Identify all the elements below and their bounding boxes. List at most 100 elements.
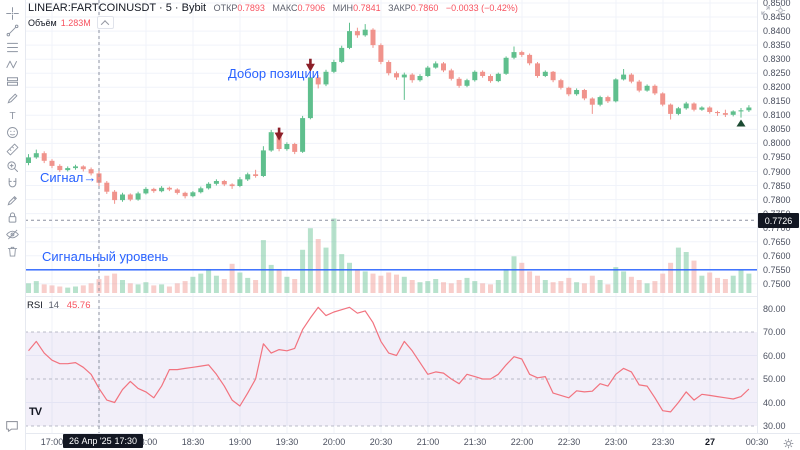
symbol-legend[interactable]: LINEAR:FARTCOINUSDT · 5 · Bybit ОТКР0.78… bbox=[28, 2, 518, 29]
time-axis-label: 22:00 bbox=[510, 437, 534, 447]
crosshair-time: 17:30 bbox=[114, 436, 137, 446]
rsi-name: RSI bbox=[27, 300, 43, 311]
rsi-axis-label: 70.00 bbox=[763, 327, 786, 337]
text-tool-icon[interactable]: T bbox=[3, 107, 21, 123]
low-value: 0.7841 bbox=[353, 3, 381, 13]
pane-buttons bbox=[760, 3, 786, 21]
price-axis-label: 0.8150 bbox=[763, 96, 791, 107]
high-value: 0.7906 bbox=[297, 3, 326, 13]
rsi-indicator-legend[interactable]: RSI 14 45.76 bbox=[27, 300, 90, 311]
time-axis[interactable]: 17:00 17:3018:00 18:30 19:00 19:30 20:00 20:30… bbox=[0, 433, 800, 450]
high-label: МАКС bbox=[272, 3, 298, 13]
close-value: 0.7860 bbox=[410, 3, 439, 13]
time-axis-label: 19:30 bbox=[275, 437, 299, 447]
lock-all-icon[interactable] bbox=[3, 209, 21, 225]
time-axis-label: 17:00 bbox=[40, 437, 64, 447]
tradingview-logo[interactable]: TV bbox=[29, 406, 42, 418]
time-axis-label: 23:30 bbox=[651, 437, 675, 447]
crosshair-price-label: 0.7726 bbox=[758, 213, 799, 228]
time-axis-label: 00:30 bbox=[745, 437, 769, 447]
crosshair-time-label: 26 Апр '25 17:30 bbox=[63, 434, 143, 448]
drawing-toolbar: T bbox=[0, 0, 26, 450]
signal-level-annotation[interactable]: Сигнальный уровень bbox=[42, 249, 168, 264]
add-position-annotation[interactable]: Добор позиции bbox=[228, 66, 319, 81]
time-axis-settings-gear-icon[interactable] bbox=[783, 436, 794, 450]
remove-all-icon[interactable] bbox=[3, 243, 21, 259]
time-axis-label: 22:30 bbox=[557, 437, 581, 447]
triangle-up-marker bbox=[736, 119, 746, 127]
pane-separator[interactable] bbox=[25, 296, 800, 297]
time-axis-label: 27 bbox=[704, 437, 716, 447]
price-axis-label: 0.7500 bbox=[763, 278, 791, 289]
brush-tool-icon[interactable] bbox=[3, 90, 21, 106]
signal-annotation-text: Сигнал bbox=[40, 170, 84, 185]
price-axis-label: 0.8250 bbox=[763, 68, 791, 79]
signal-arrow-icon: → bbox=[83, 170, 97, 185]
arrow-down-marker bbox=[305, 58, 315, 72]
chevron-up-icon bbox=[100, 19, 110, 29]
time-axis-label: 20:00 bbox=[322, 437, 346, 447]
trend-line-tool-icon[interactable] bbox=[3, 22, 21, 38]
xabcd-pattern-tool-icon[interactable] bbox=[3, 56, 21, 72]
time-axis-label: 20:30 bbox=[369, 437, 393, 447]
signal-level-annotation-text: Сигнальный уровень bbox=[42, 249, 169, 264]
change-value: −0.0033 (−0.42%) bbox=[445, 3, 518, 13]
chat-icon[interactable] bbox=[4, 418, 20, 439]
price-axis-label: 0.7800 bbox=[763, 194, 791, 205]
price-axis-label: 0.7550 bbox=[763, 264, 791, 275]
time-axis-label: 23:00 bbox=[604, 437, 628, 447]
price-axis-label: 0.7950 bbox=[763, 152, 791, 163]
price-axis-label: 0.8050 bbox=[763, 124, 791, 135]
time-axis-label: 18:00 bbox=[134, 437, 158, 447]
legend-row-main: LINEAR:FARTCOINUSDT · 5 · Bybit ОТКР0.78… bbox=[28, 2, 518, 14]
pane-settings-icon[interactable] bbox=[775, 3, 786, 21]
maximize-pane-icon[interactable] bbox=[760, 3, 771, 21]
price-axis-label: 0.7900 bbox=[763, 166, 791, 177]
hide-all-icon[interactable] bbox=[3, 226, 21, 242]
low-label: МИН bbox=[332, 3, 354, 13]
draw-mode-icon[interactable] bbox=[3, 192, 21, 208]
rsi-axis-label: 60.00 bbox=[763, 350, 786, 361]
price-axis-label: 0.8450 bbox=[763, 12, 791, 22]
svg-text:T: T bbox=[9, 110, 15, 121]
legend-row-volume: Объём 1.283M bbox=[28, 16, 518, 29]
arrow-down-marker bbox=[274, 127, 284, 141]
legend-collapse-button[interactable] bbox=[96, 16, 114, 29]
price-axis-label: 0.8300 bbox=[763, 54, 791, 65]
open-value: 0.7893 bbox=[237, 3, 265, 13]
rsi-value: 45.76 bbox=[66, 300, 91, 311]
rsi-axis-label: 80.00 bbox=[763, 303, 786, 314]
zoom-in-tool-icon[interactable] bbox=[3, 158, 21, 174]
price-axis-label: 0.8100 bbox=[763, 110, 791, 121]
price-axis-label: 0.8350 bbox=[763, 40, 791, 51]
symbol-title[interactable]: LINEAR:FARTCOINUSDT · 5 · Bybit bbox=[28, 2, 207, 14]
volume-value: 1.283M bbox=[60, 17, 91, 28]
price-axis-label: 0.8200 bbox=[763, 82, 791, 93]
time-axis-label: 21:30 bbox=[463, 437, 487, 447]
price-axis-label: 0.8000 bbox=[763, 138, 791, 149]
time-axis-label: 21:00 bbox=[416, 437, 440, 447]
price-axis-label: 0.8500 bbox=[763, 0, 791, 8]
time-axis-label: 18:30 bbox=[181, 437, 205, 447]
rsi-axis-label: 40.00 bbox=[763, 397, 786, 408]
volume-label: Объём bbox=[28, 17, 57, 28]
signal-annotation[interactable]: Сигнал→ bbox=[40, 170, 96, 185]
price-axis-label: 0.7650 bbox=[763, 236, 791, 247]
add-position-annotation-text: Добор позиции bbox=[228, 66, 320, 81]
time-axis-label: 19:00 bbox=[228, 437, 252, 447]
rsi-period: 14 bbox=[48, 300, 60, 311]
crosshair-date: 26 Апр '25 bbox=[69, 436, 112, 446]
magnet-tool-icon[interactable] bbox=[3, 175, 21, 191]
crosshair-tool-icon[interactable] bbox=[3, 5, 21, 21]
close-label: ЗАКР bbox=[388, 3, 411, 13]
measure-tool-icon[interactable] bbox=[3, 141, 21, 157]
long-position-tool-icon[interactable] bbox=[3, 73, 21, 89]
rsi-axis-label: 30.00 bbox=[763, 421, 786, 431]
price-axis-label: 0.7850 bbox=[763, 180, 791, 191]
emoji-tool-icon[interactable] bbox=[3, 124, 21, 140]
open-label: ОТКР bbox=[213, 3, 238, 13]
rsi-axis-label: 50.00 bbox=[763, 374, 786, 384]
fib-retracement-tool-icon[interactable] bbox=[3, 39, 21, 55]
